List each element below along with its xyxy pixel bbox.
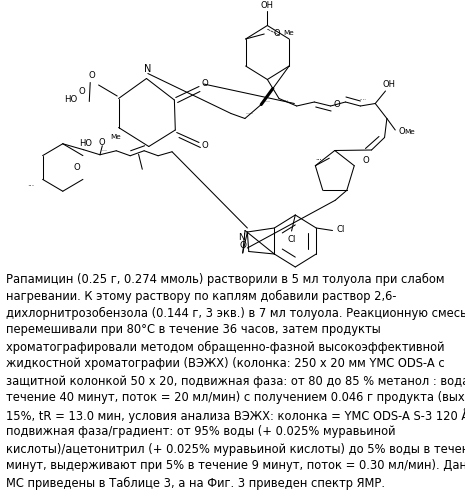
Text: O: O: [201, 140, 208, 149]
Text: ···: ···: [316, 156, 322, 162]
Text: течение 40 минут, поток = 20 мл/мин) с получением 0.046 г продукта (выход: течение 40 минут, поток = 20 мл/мин) с п…: [6, 392, 465, 404]
Text: Cl: Cl: [336, 225, 345, 234]
Text: O: O: [88, 72, 95, 80]
Text: ····: ····: [262, 100, 270, 104]
Text: хроматографировали методом обращенно-фазной высокоэффективной: хроматографировали методом обращенно-фаз…: [6, 340, 444, 353]
Text: Me: Me: [110, 134, 121, 140]
Text: O: O: [79, 88, 85, 96]
Text: минут, выдерживают при 5% в течение 9 минут, поток = 0.30 мл/мин). Данные: минут, выдерживают при 5% в течение 9 ми…: [6, 460, 465, 472]
Text: HO: HO: [64, 94, 77, 104]
Text: жидкостной хроматографии (ВЭЖХ) (колонка: 250 x 20 мм YMC ODS-A с: жидкостной хроматографии (ВЭЖХ) (колонка…: [6, 358, 445, 370]
Text: ····: ····: [359, 97, 366, 102]
Text: O: O: [239, 241, 246, 250]
Text: перемешивали при 80°C в течение 36 часов, затем продукты: перемешивали при 80°C в течение 36 часов…: [6, 324, 380, 336]
Text: подвижная фаза/градиент: от 95% воды (+ 0.025% муравьиной: подвижная фаза/градиент: от 95% воды (+ …: [6, 426, 395, 438]
Text: N: N: [238, 232, 245, 241]
Text: O: O: [98, 138, 105, 147]
Text: O: O: [74, 163, 81, 172]
Text: O: O: [201, 79, 208, 88]
Text: N: N: [144, 64, 152, 74]
Text: Me: Me: [284, 30, 294, 36]
Text: Рапамицин (0.25 г, 0.274 ммоль) растворили в 5 мл толуола при слабом: Рапамицин (0.25 г, 0.274 ммоль) раствори…: [6, 272, 444, 285]
Text: ····: ····: [246, 111, 253, 116]
Text: O: O: [333, 100, 340, 108]
Text: HO: HO: [79, 138, 92, 147]
Text: кислоты)/ацетонитрил (+ 0.025% муравьиной кислоты) до 5% воды в течение 6: кислоты)/ацетонитрил (+ 0.025% муравьино…: [6, 442, 465, 456]
Text: ···: ···: [27, 182, 34, 192]
Text: ····: ····: [281, 98, 288, 103]
Text: Cl: Cl: [287, 234, 296, 244]
Text: OH: OH: [383, 80, 396, 89]
Text: нагревании. К этому раствору по каплям добавили раствор 2,6-: нагревании. К этому раствору по каплям д…: [6, 290, 396, 302]
Text: O: O: [363, 156, 369, 164]
Text: дихлорнитрозобензола (0.144 г, 3 экв.) в 7 мл толуола. Реакционную смесь: дихлорнитрозобензола (0.144 г, 3 экв.) в…: [6, 306, 465, 320]
Text: O: O: [399, 127, 405, 136]
Text: OH: OH: [261, 1, 274, 10]
Text: МС приведены в Таблице 3, а на Фиг. 3 приведен спектр ЯМР.: МС приведены в Таблице 3, а на Фиг. 3 пр…: [6, 476, 385, 490]
Text: Me: Me: [404, 128, 415, 134]
Text: O: O: [273, 28, 280, 38]
Text: 15%, tR = 13.0 мин, условия анализа ВЭЖХ: колонка = YMC ODS-A S-3 120 Å,: 15%, tR = 13.0 мин, условия анализа ВЭЖХ…: [6, 408, 465, 424]
Text: ···: ···: [102, 148, 107, 153]
Text: защитной колонкой 50 x 20, подвижная фаза: от 80 до 85 % метанол : вода в: защитной колонкой 50 x 20, подвижная фаз…: [6, 374, 465, 388]
